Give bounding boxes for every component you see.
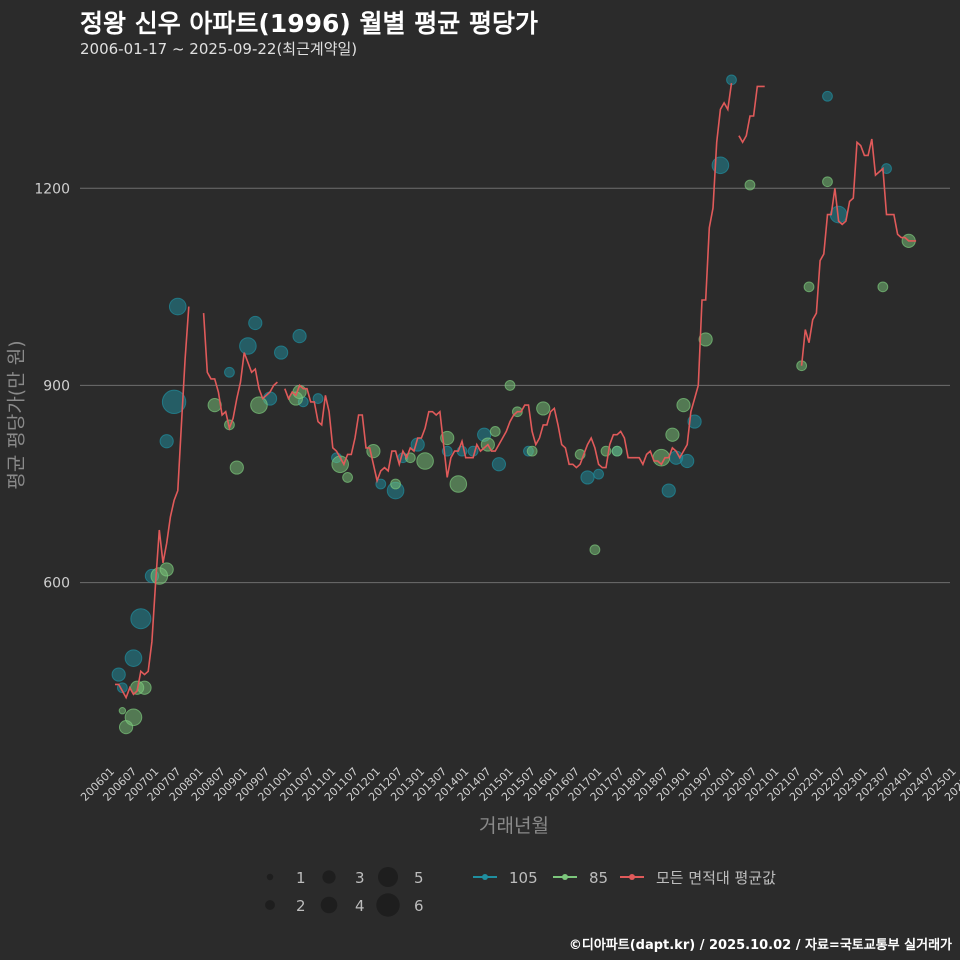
scatter-point-85	[803, 281, 815, 293]
scatter-point-105	[239, 337, 257, 355]
legend-size-dot	[265, 900, 275, 910]
scatter-point-105	[161, 389, 187, 415]
legend-point-key	[629, 874, 635, 880]
legend-size-label: 3	[355, 869, 365, 887]
source-caption: ©디아파트(dapt.kr) / 2025.10.02 / 자료=국토교통부 실…	[568, 938, 952, 953]
average-line-segment	[738, 85, 765, 144]
legend-series-label: 모든 면적대 평균값	[656, 869, 776, 887]
legend: 1 2 3 4 5 6 105 85 모든 면적대 평균값	[265, 867, 776, 917]
scatter-point-105	[491, 457, 507, 472]
scatter-point-105	[881, 163, 892, 174]
scatter-point-85	[536, 401, 551, 416]
scatter-point-105	[111, 667, 126, 682]
y-tick-label: 1200	[34, 181, 70, 197]
scatter-point-85	[489, 426, 501, 437]
scatter-point-85	[390, 478, 401, 490]
scatter-layer	[111, 74, 916, 735]
legend-size-dot	[378, 867, 398, 887]
legend-size-label: 1	[296, 869, 306, 887]
legend-size-dot	[322, 870, 336, 884]
legend-point-key	[562, 874, 568, 880]
legend-series-label: 85	[589, 869, 608, 887]
y-axis-ticks: 600 900 1200	[34, 181, 70, 591]
average-line-segment	[202, 313, 278, 431]
scatter-point-85	[366, 444, 381, 459]
scatter-point-85	[504, 380, 516, 391]
scatter-point-85	[665, 427, 680, 442]
average-line-segment	[284, 82, 733, 484]
scatter-point-105	[292, 329, 307, 344]
scatter-point-85	[416, 452, 434, 470]
scatter-point-105	[159, 434, 174, 449]
scatter-point-85	[877, 281, 889, 293]
scatter-point-85	[137, 680, 152, 695]
scatter-point-105	[168, 297, 187, 316]
y-tick-label: 900	[43, 378, 70, 394]
scatter-point-105	[274, 345, 289, 360]
scatter-point-105	[224, 366, 235, 378]
scatter-point-105	[130, 608, 152, 630]
chart-subtitle: 2006-01-17 ~ 2025-09-22(최근계약일)	[80, 40, 358, 58]
scatter-point-105	[680, 453, 695, 469]
legend-size-label: 5	[414, 869, 424, 887]
legend-point-key	[482, 874, 488, 880]
scatter-point-105	[687, 414, 702, 429]
y-tick-label: 600	[43, 576, 70, 592]
legend-size-label: 2	[296, 897, 306, 915]
scatter-point-85	[118, 707, 127, 715]
scatter-point-85	[589, 544, 601, 556]
scatter-point-85	[449, 475, 468, 493]
scatter-point-105	[580, 470, 595, 485]
scatter-point-105	[822, 90, 833, 102]
scatter-point-105	[375, 478, 387, 490]
average-line-segment	[115, 306, 190, 700]
scatter-point-85	[676, 398, 691, 413]
legend-size-dot	[376, 893, 400, 917]
scatter-point-85	[229, 460, 244, 475]
scatter-point-105	[124, 649, 143, 667]
scatter-point-105	[312, 393, 324, 404]
legend-size-label: 4	[355, 897, 365, 915]
average-line-layer	[115, 82, 917, 700]
legend-series-label: 105	[509, 869, 538, 887]
scatter-point-85	[744, 179, 756, 191]
scatter-point-85	[698, 332, 713, 347]
legend-size-dot	[320, 896, 338, 914]
scatter-point-105	[593, 468, 604, 480]
scatter-point-85	[331, 455, 349, 474]
legend-size-dot	[266, 873, 274, 881]
scatter-point-85	[124, 708, 143, 727]
scatter-point-85	[611, 445, 623, 457]
scatter-point-85	[250, 396, 268, 414]
scatter-point-105	[248, 315, 263, 331]
x-axis-label: 거래년월	[479, 815, 549, 837]
average-line-segment	[800, 138, 917, 366]
legend-size-label: 6	[414, 897, 424, 915]
scatter-point-105	[661, 483, 676, 498]
scatter-point-85	[822, 176, 833, 188]
scatter-point-85	[342, 472, 353, 483]
scatter-point-85	[159, 562, 174, 577]
scatter-point-85	[526, 445, 538, 457]
chart-title: 정왕 신우 아파트(1996) 월별 평균 평당가	[80, 9, 538, 38]
x-axis-ticks: 2006012006072007012007072008012008072009…	[78, 765, 960, 804]
